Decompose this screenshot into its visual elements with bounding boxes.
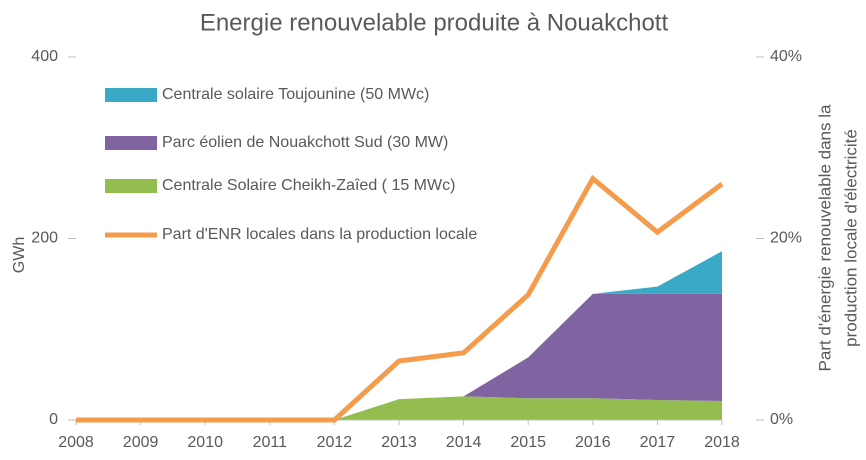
y2-axis-label: production locale d'électricité bbox=[841, 129, 860, 347]
y-axis-label: GWh bbox=[11, 237, 28, 273]
legend-swatch bbox=[105, 136, 157, 150]
chart-title: Energie renouvelable produite à Nouakcho… bbox=[200, 9, 669, 36]
line bbox=[76, 174, 724, 423]
x-tick-label: 2010 bbox=[187, 434, 223, 451]
legend-swatch bbox=[105, 88, 157, 102]
x-tick-label: 2008 bbox=[58, 434, 94, 451]
x-tick-label: 2017 bbox=[640, 434, 676, 451]
x-tick-label: 2013 bbox=[381, 434, 417, 451]
y-tick-label: 200 bbox=[31, 230, 58, 247]
x-tick-label: 2018 bbox=[704, 434, 740, 451]
y-tick-label: 400 bbox=[31, 48, 58, 65]
y-tick-label: 0 bbox=[49, 411, 58, 428]
legend-label: Centrale solaire Toujounine (50 MWc) bbox=[162, 86, 429, 103]
x-tick-label: 2012 bbox=[317, 434, 353, 451]
x-tick-label: 2015 bbox=[510, 434, 546, 451]
legend-label: Parc éolien de Nouakchott Sud (30 MW) bbox=[162, 134, 448, 151]
y2-tick-label: 40% bbox=[770, 48, 802, 65]
area bbox=[76, 396, 722, 420]
x-tick-label: 2014 bbox=[446, 434, 482, 451]
x-tick-label: 2016 bbox=[575, 434, 611, 451]
y2-tick-label: 0% bbox=[770, 411, 793, 428]
legend-label: Centrale Solaire Cheikh-Zaîed ( 15 MWc) bbox=[162, 177, 455, 194]
legend-label: Part d'ENR locales dans la production lo… bbox=[162, 226, 477, 243]
legend-swatch bbox=[105, 179, 157, 193]
area bbox=[76, 293, 722, 420]
y2-tick-label: 20% bbox=[770, 230, 802, 247]
y2-axis-label: Part d'énergie renouvelable dans la bbox=[815, 104, 834, 371]
x-tick-label: 2009 bbox=[123, 434, 159, 451]
x-tick-label: 2011 bbox=[253, 434, 288, 451]
